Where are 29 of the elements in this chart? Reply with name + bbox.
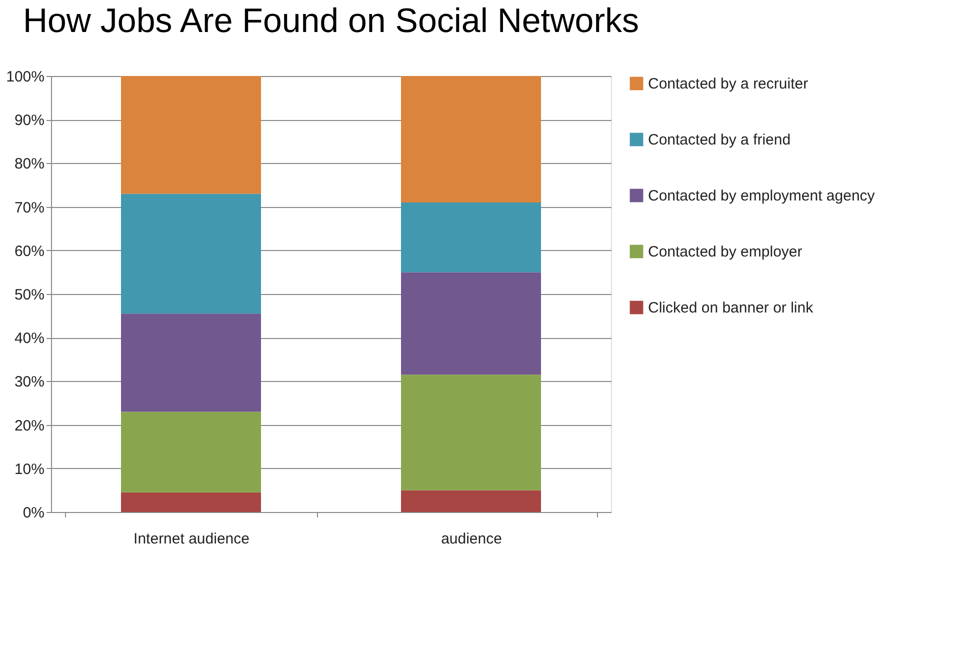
bar bbox=[401, 202, 541, 272]
bar bbox=[121, 76, 261, 194]
legend-label: Contacted by a friend bbox=[648, 132, 791, 148]
chart-title: How Jobs Are Found on Social Networks bbox=[22, 2, 640, 40]
legend-label: Contacted by employer bbox=[648, 244, 802, 260]
x-tick-label: audience bbox=[441, 530, 502, 548]
bar bbox=[121, 314, 261, 412]
y-tick-label: 50% bbox=[14, 286, 44, 304]
bar bbox=[121, 492, 261, 512]
y-tick-label: 60% bbox=[14, 242, 44, 260]
bar bbox=[401, 76, 541, 202]
y-tick-label: 30% bbox=[14, 374, 44, 391]
bar bbox=[401, 490, 541, 512]
legend-label: Clicked on banner or link bbox=[648, 300, 814, 316]
bar bbox=[401, 272, 541, 375]
y-tick-label: 80% bbox=[14, 156, 44, 173]
bar bbox=[121, 412, 261, 492]
x-tick-label: Internet audience bbox=[134, 530, 250, 548]
y-tick-label: 10% bbox=[14, 460, 44, 478]
y-tick-label: 20% bbox=[14, 417, 44, 434]
y-tick-label: 70% bbox=[14, 199, 44, 216]
legend-label: Contacted by employment agency bbox=[648, 188, 876, 204]
legend-label: Contacted by a recruiter bbox=[648, 76, 808, 92]
y-tick-label: 40% bbox=[14, 330, 44, 348]
bar bbox=[401, 374, 541, 490]
bar bbox=[121, 194, 261, 314]
y-tick-label: 90% bbox=[14, 112, 44, 130]
y-tick-label: 0% bbox=[22, 504, 44, 522]
y-tick-label: 100% bbox=[6, 68, 44, 86]
